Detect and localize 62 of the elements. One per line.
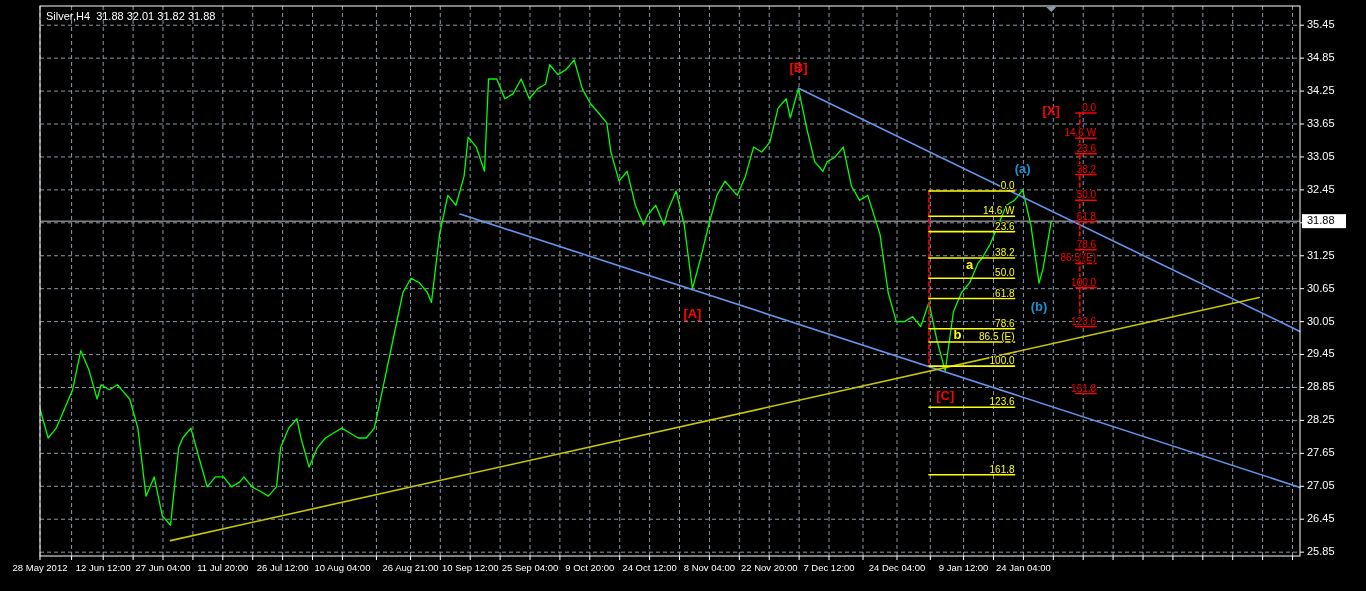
y-tick-label: 35.45	[1307, 18, 1335, 31]
y-tick-label: 34.25	[1307, 83, 1335, 96]
annotation: a	[966, 257, 975, 273]
annotation: 161.8	[1071, 382, 1097, 394]
annotation: 0.0	[1082, 102, 1097, 114]
x-tick-label: 9 Jan 12:00	[938, 562, 989, 573]
x-tick-label: 24 Oct 12:00	[622, 562, 677, 573]
annotation: 14.6 W	[1064, 127, 1097, 139]
annotation: 61.8	[995, 287, 1015, 299]
y-tick-label: 30.05	[1307, 314, 1335, 327]
annotation: 78.6	[995, 317, 1015, 329]
annotation: [A]	[683, 306, 702, 322]
annotation: 50.0	[1076, 189, 1097, 201]
annotation: 0.0	[1000, 179, 1015, 191]
x-tick-label: 24 Dec 04:00	[868, 562, 926, 573]
annotation: 38.2	[995, 246, 1015, 258]
annotation: 23.6	[1076, 142, 1097, 154]
y-tick-label: 31.25	[1307, 248, 1335, 261]
x-tick-label: 10 Aug 04:00	[314, 562, 371, 573]
ref-line-label: 31.88	[1307, 214, 1335, 227]
annotation: (b)	[1030, 298, 1048, 314]
annotation: 50.0	[995, 267, 1015, 279]
y-tick-label: 27.05	[1307, 479, 1335, 492]
x-tick-label: 27 Jun 04:00	[135, 562, 191, 573]
x-tick-label: 11 Jul 20:00	[197, 562, 249, 573]
x-tick-label: 12 Jun 12:00	[75, 562, 131, 573]
annotation: [C]	[936, 388, 955, 404]
x-tick-label: 28 May 2012	[12, 562, 68, 573]
annotation: 100.0	[989, 355, 1015, 367]
annotation: 161.8	[989, 463, 1015, 475]
annotation: 123.6	[989, 396, 1015, 408]
y-tick-label: 32.45	[1307, 182, 1335, 195]
annotation: 61.8	[1076, 210, 1097, 222]
annotation: (a)	[1014, 161, 1031, 177]
y-tick-label: 28.25	[1307, 413, 1335, 426]
y-tick-label: 34.85	[1307, 51, 1335, 64]
x-tick-label: 8 Nov 04:00	[683, 562, 736, 573]
annotation: [X]	[1042, 102, 1060, 118]
y-tick-label: 33.05	[1307, 149, 1335, 162]
chart-title: Silver,H4 31.88 32.01 31.82 31.88	[46, 10, 216, 22]
x-tick-label: 26 Jul 12:00	[256, 562, 309, 573]
annotation: 38.2	[1076, 163, 1097, 175]
annotation: [B]	[789, 59, 808, 75]
y-tick-label: 28.85	[1307, 380, 1335, 393]
y-tick-label: 29.45	[1307, 347, 1335, 360]
x-tick-label: 26 Aug 21:00	[382, 562, 439, 573]
x-tick-label: 22 Nov 20:00	[740, 562, 798, 573]
annotation: 86.5 (E)	[978, 330, 1015, 342]
x-tick-label: 10 Sep 12:00	[441, 562, 499, 573]
annotation: b	[953, 326, 962, 342]
y-tick-label: 27.65	[1307, 446, 1335, 459]
x-tick-label: 25 Sep 04:00	[501, 562, 559, 573]
y-tick-label: 26.45	[1307, 512, 1335, 525]
annotation: 14.6 W	[982, 205, 1016, 217]
x-tick-label: 7 Dec 12:00	[803, 562, 855, 573]
y-tick-label: 33.65	[1307, 116, 1335, 129]
x-tick-label: 9 Oct 20:00	[565, 562, 615, 573]
y-tick-label: 25.85	[1307, 545, 1335, 558]
y-tick-label: 30.65	[1307, 281, 1335, 294]
annotation: 86.5 (E)	[1060, 252, 1097, 264]
annotation: 78.6	[1076, 238, 1097, 250]
x-tick-label: 24 Jan 04:00	[995, 562, 1051, 573]
